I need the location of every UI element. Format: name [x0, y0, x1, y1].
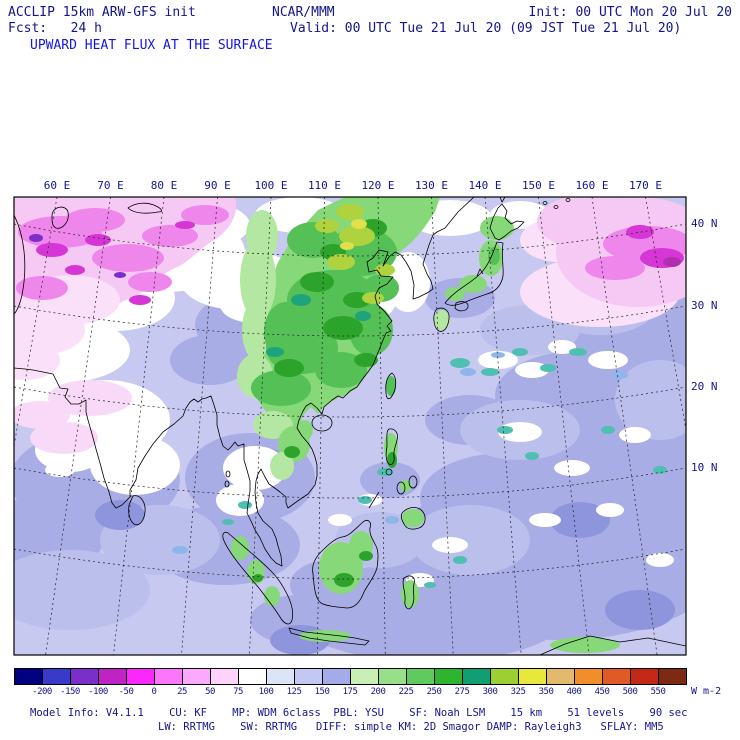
colorbar-tick-label: 125	[286, 687, 302, 697]
colorbar-segment	[462, 669, 490, 684]
plot-title: UPWARD HEAT FLUX AT THE SURFACE	[30, 38, 273, 53]
colorbar-segment	[98, 669, 126, 684]
colorbar-tick-label: 75	[233, 687, 243, 697]
colorbar-tick-label: 350	[538, 687, 554, 697]
colorbar-tick-label: 175	[342, 687, 358, 697]
colorbar-segment	[210, 669, 238, 684]
colorbar-tick-label: 250	[426, 687, 442, 697]
colorbar-segment	[266, 669, 294, 684]
colorbar-segment	[518, 669, 546, 684]
colorbar	[14, 668, 687, 685]
valid-time-text: Valid: 00 UTC Tue 21 Jul 20 (09 JST Tue …	[290, 21, 682, 36]
lon-tick-label: 70 E	[97, 179, 124, 192]
colorbar-segment	[154, 669, 182, 684]
heatflux-field	[14, 197, 686, 655]
coastlines	[14, 197, 686, 655]
lat-tick-label: 40 N	[691, 217, 718, 230]
colorbar-segment	[322, 669, 350, 684]
colorbar-tick-label: 275	[454, 687, 470, 697]
colorbar-segment	[574, 669, 602, 684]
lon-tick-label: 130 E	[414, 179, 449, 192]
colorbar-tick-label: 325	[510, 687, 526, 697]
colorbar-tick-label: 500	[622, 687, 638, 697]
colorbar-tick-label: -200	[32, 687, 52, 697]
colorbar-tick-label: -50	[118, 687, 134, 697]
center-name-text: NCAR/MMM	[272, 5, 335, 20]
lon-tick-label: 140 E	[468, 179, 502, 192]
lon-tick-label: 60 E	[43, 179, 71, 192]
colorbar-segment	[406, 669, 434, 684]
colorbar-tick-label: 0	[151, 687, 157, 697]
colorbar-segment	[238, 669, 266, 684]
colorbar-segment	[434, 669, 462, 684]
lon-tick-label: 170 E	[628, 179, 663, 192]
colorbar-segment	[182, 669, 210, 684]
lon-tick-label: 80 E	[150, 179, 178, 192]
colorbar-tick-label: 150	[314, 687, 330, 697]
colorbar-segment	[602, 669, 630, 684]
colorbar-segment	[350, 669, 378, 684]
model-info-line: Model Info: V4.1.1 CU: KF MP: WDM 6class…	[30, 707, 688, 719]
lat-tick-label: 30 N	[691, 299, 718, 312]
lat-tick-label: 20 N	[691, 380, 718, 393]
lat-tick-label: 10 N	[691, 461, 718, 474]
map-frame	[13, 196, 687, 656]
colorbar-tick-label: -150	[60, 687, 80, 697]
colorbar-segment	[658, 669, 686, 684]
graticule-lines	[14, 197, 686, 655]
lon-tick-label: 120 E	[361, 179, 395, 192]
colorbar-segment	[126, 669, 154, 684]
colorbar-segment	[294, 669, 322, 684]
colorbar-segment	[70, 669, 98, 684]
colorbar-segment	[490, 669, 518, 684]
colorbar-tick-label: 50	[205, 687, 215, 697]
colorbar-tick-label: 550	[650, 687, 666, 697]
init-time-text: Init: 00 UTC Mon 20 Jul 20	[528, 5, 733, 20]
model-name-text: ACCLIP 15km ARW-GFS init	[8, 5, 196, 20]
colorbar-tick-label: 200	[370, 687, 386, 697]
lon-tick-label: 150 E	[521, 179, 556, 192]
colorbar-tick-label: -100	[88, 687, 108, 697]
forecast-hour-text: Fcst: 24 h	[8, 21, 102, 36]
lon-tick-label: 100 E	[254, 179, 288, 192]
colorbar-units-label: W m-2	[691, 686, 722, 697]
colorbar-segment	[546, 669, 574, 684]
physics-info-line: LW: RRTMG SW: RRTMG DIFF: simple KM: 2D …	[158, 721, 664, 733]
colorbar-segment	[630, 669, 658, 684]
lon-tick-label: 90 E	[204, 179, 231, 192]
colorbar-tick-label: 100	[258, 687, 274, 697]
colorbar-segment	[378, 669, 406, 684]
colorbar-tick-label: 300	[482, 687, 498, 697]
colorbar-tick-label: 225	[398, 687, 414, 697]
colorbar-tick-label: 450	[594, 687, 610, 697]
lon-tick-label: 110 E	[307, 179, 342, 192]
colorbar-tick-label: 400	[566, 687, 582, 697]
lon-tick-label: 160 E	[575, 179, 609, 192]
colorbar-tick-label: 25	[177, 687, 187, 697]
colorbar-segment	[42, 669, 70, 684]
colorbar-segment	[15, 669, 42, 684]
